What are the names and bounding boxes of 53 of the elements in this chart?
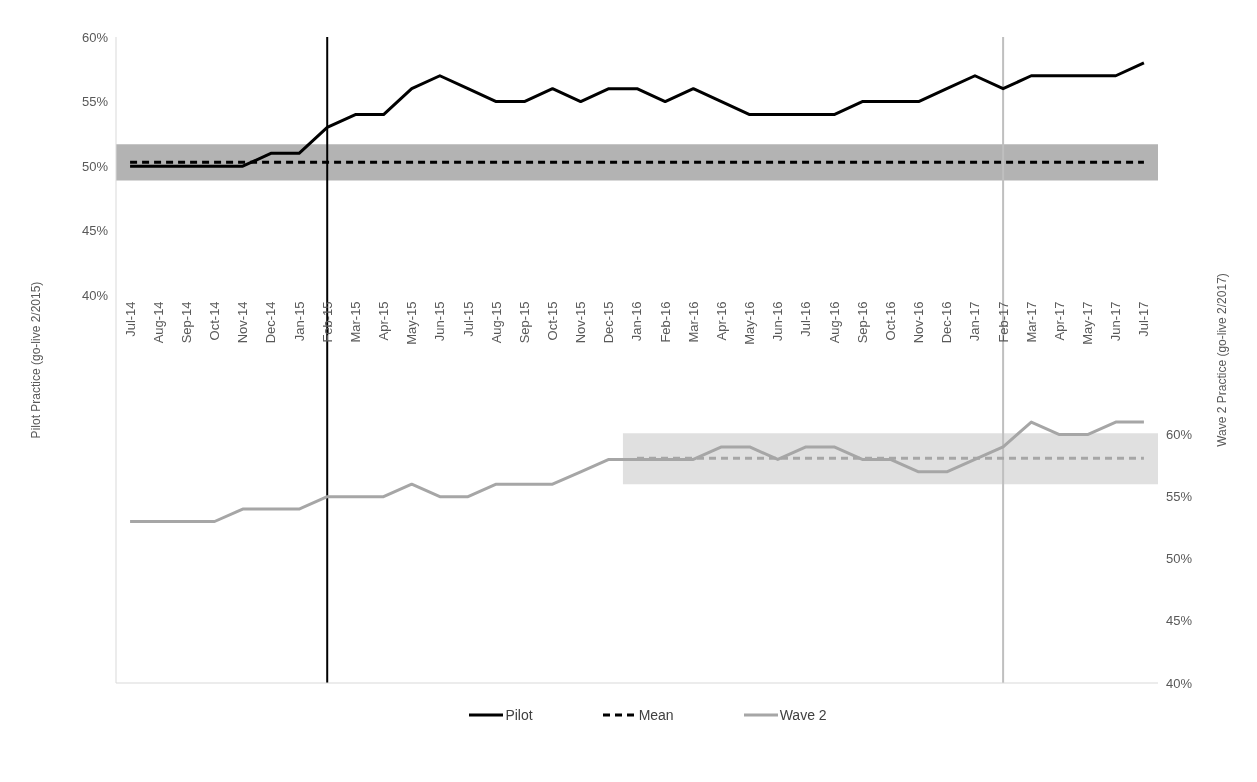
y-tick-label: 40% bbox=[81, 288, 109, 304]
x-tick-label: Apr-16 bbox=[713, 301, 729, 341]
x-tick-label: Mar-15 bbox=[347, 301, 363, 343]
x-tick-label: May-15 bbox=[404, 301, 420, 345]
x-tick-label: Mar-16 bbox=[685, 301, 701, 343]
x-tick-label: Dec-14 bbox=[263, 301, 279, 344]
x-tick-label: Jan-15 bbox=[291, 301, 307, 342]
y2-axis-title: Wave 2 Practice (go-live 2/2017) bbox=[1215, 273, 1230, 447]
x-tick-label: Mar-17 bbox=[1023, 301, 1039, 343]
x-tick-label: Dec-15 bbox=[601, 301, 617, 344]
y2-tick-label: 45% bbox=[1166, 613, 1193, 629]
x-tick-label: Feb-17 bbox=[995, 301, 1011, 343]
y-tick-label: 55% bbox=[81, 94, 109, 110]
y2-tick-label: 60% bbox=[1166, 427, 1193, 443]
x-tick-label: Feb-15 bbox=[319, 301, 335, 343]
legend-label: Mean bbox=[638, 707, 674, 723]
x-tick-label: Nov-15 bbox=[573, 301, 589, 344]
legend-label: Pilot bbox=[505, 707, 533, 723]
x-tick-label: Jul-15 bbox=[460, 301, 476, 337]
x-tick-label: Jan-17 bbox=[967, 301, 983, 342]
x-tick-label: May-17 bbox=[1080, 301, 1096, 345]
x-tick-label: Apr-15 bbox=[376, 301, 392, 341]
x-tick-label: Aug-14 bbox=[150, 301, 166, 344]
x-tick-label: Jul-14 bbox=[122, 301, 138, 337]
legend-label: Wave 2 bbox=[779, 707, 827, 723]
x-tick-label: Aug-16 bbox=[826, 301, 842, 344]
x-tick-label: Jun-16 bbox=[770, 301, 786, 342]
x-tick-label: Jun-15 bbox=[432, 301, 448, 342]
x-tick-label: Jul-17 bbox=[1136, 301, 1152, 337]
y2-tick-label: 55% bbox=[1166, 489, 1193, 505]
x-tick-label: Dec-16 bbox=[939, 301, 955, 344]
x-tick-label: Nov-16 bbox=[911, 301, 927, 344]
x-tick-label: Aug-15 bbox=[488, 301, 504, 344]
x-tick-label: Oct-15 bbox=[545, 301, 561, 341]
x-tick-label: Apr-17 bbox=[1051, 301, 1067, 341]
y-tick-label: 50% bbox=[81, 158, 109, 174]
y2-tick-label: 50% bbox=[1166, 551, 1193, 567]
x-tick-label: Nov-14 bbox=[235, 301, 251, 344]
y2-tick-label: 40% bbox=[1166, 675, 1193, 691]
x-tick-label: Oct-14 bbox=[207, 301, 223, 341]
x-tick-label: Sep-16 bbox=[854, 301, 870, 344]
x-tick-label: May-16 bbox=[742, 301, 758, 345]
y-tick-label: 60% bbox=[81, 29, 109, 45]
x-tick-label: Jun-17 bbox=[1108, 301, 1124, 342]
y-axis-title: Pilot Practice (go-live 2/2015) bbox=[29, 281, 44, 439]
y-tick-label: 45% bbox=[81, 223, 109, 239]
line-series bbox=[128, 420, 1146, 523]
x-tick-label: Sep-14 bbox=[178, 301, 194, 344]
x-tick-label: Sep-15 bbox=[516, 301, 532, 344]
x-tick-label: Jul-16 bbox=[798, 301, 814, 337]
x-tick-label: Oct-16 bbox=[882, 301, 898, 341]
x-tick-label: Feb-16 bbox=[657, 301, 673, 343]
x-tick-label: Jan-16 bbox=[629, 301, 645, 342]
